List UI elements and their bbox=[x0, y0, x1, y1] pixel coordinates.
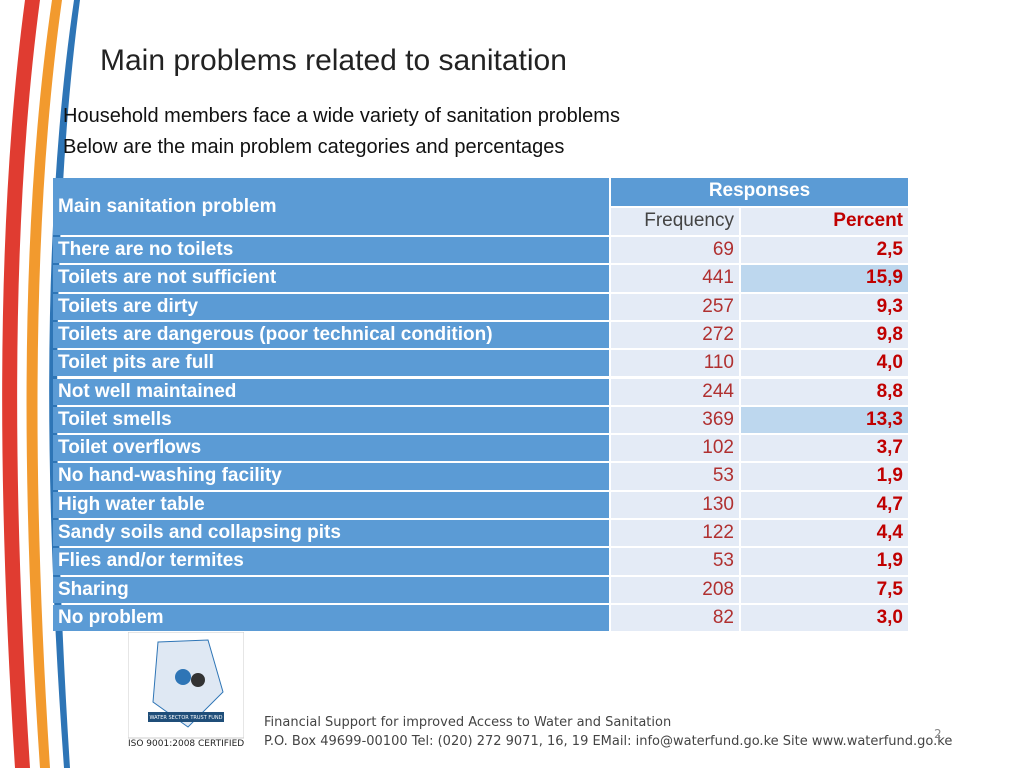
table-cell: Not well maintained bbox=[53, 378, 609, 405]
table-cell: 53 bbox=[611, 463, 739, 490]
table-cell: High water table bbox=[53, 491, 609, 518]
footer-line: P.O. Box 49699-00100 Tel: (020) 272 9071… bbox=[264, 734, 953, 749]
table-cell: Toilet overflows bbox=[53, 435, 609, 462]
intro-line: Below are the main problem categories an… bbox=[63, 136, 565, 158]
table-cell: 2,5 bbox=[741, 237, 908, 264]
footer-line: Financial Support for improved Access to… bbox=[264, 715, 672, 730]
table-cell: Toilet pits are full bbox=[53, 350, 609, 377]
table-cell: 82 bbox=[611, 604, 739, 632]
table-cell: 244 bbox=[611, 378, 739, 405]
table-cell: 122 bbox=[611, 520, 739, 547]
table-cell: 272 bbox=[611, 321, 739, 349]
table-cell: Sandy soils and collapsing pits bbox=[53, 520, 609, 547]
table-cell: 257 bbox=[611, 293, 739, 320]
table-cell: 53 bbox=[611, 548, 739, 575]
table-cell: 8,8 bbox=[741, 378, 908, 405]
table-cell: No problem bbox=[53, 604, 609, 632]
table-cell: 369 bbox=[611, 406, 739, 434]
table-cell: Toilets are dirty bbox=[53, 293, 609, 320]
header-cell: Main sanitation problem bbox=[53, 178, 609, 235]
table-cell: 102 bbox=[611, 435, 739, 462]
table-cell: There are no toilets bbox=[53, 237, 609, 264]
table-cell: 4,0 bbox=[741, 350, 908, 377]
table-cell: Toilet smells bbox=[53, 406, 609, 434]
header-cell: Frequency bbox=[611, 208, 739, 235]
table-cell: 3,7 bbox=[741, 435, 908, 462]
table-cell: 9,8 bbox=[741, 321, 908, 349]
table-cell: Toilets are not sufficient bbox=[53, 265, 609, 292]
table-cell: 1,9 bbox=[741, 548, 908, 575]
logo-text: WATER SECTOR TRUST FUND bbox=[150, 715, 223, 721]
intro-line: Household members face a wide variety of… bbox=[63, 105, 620, 127]
table-cell: 4,7 bbox=[741, 491, 908, 518]
table-cell: 441 bbox=[611, 265, 739, 292]
table-cell: 4,4 bbox=[741, 520, 908, 547]
table-cell: 208 bbox=[611, 576, 739, 603]
table-cell: 9,3 bbox=[741, 293, 908, 320]
table-cell: 110 bbox=[611, 350, 739, 377]
table-cell: 69 bbox=[611, 237, 739, 264]
page-number: 2 bbox=[934, 727, 942, 741]
table-cell: 3,0 bbox=[741, 604, 908, 632]
certification: ISO 9001:2008 CERTIFIED bbox=[128, 739, 245, 749]
table-cell: 130 bbox=[611, 491, 739, 518]
title: Main problems related to sanitation bbox=[100, 44, 567, 77]
table-cell: 15,9 bbox=[741, 265, 908, 292]
header-cell: Percent bbox=[741, 208, 908, 235]
table-cell: 1,9 bbox=[741, 463, 908, 490]
table-cell: No hand-washing facility bbox=[53, 463, 609, 490]
header-cell: Responses bbox=[611, 178, 908, 206]
table-cell: Flies and/or termites bbox=[53, 548, 609, 575]
table-cell: 7,5 bbox=[741, 576, 908, 603]
table-cell: Toilets are dangerous (poor technical co… bbox=[53, 321, 609, 349]
logo: WATER SECTOR TRUST FUND bbox=[128, 632, 244, 739]
table-cell: 13,3 bbox=[741, 406, 908, 434]
table-cell: Sharing bbox=[53, 576, 609, 603]
